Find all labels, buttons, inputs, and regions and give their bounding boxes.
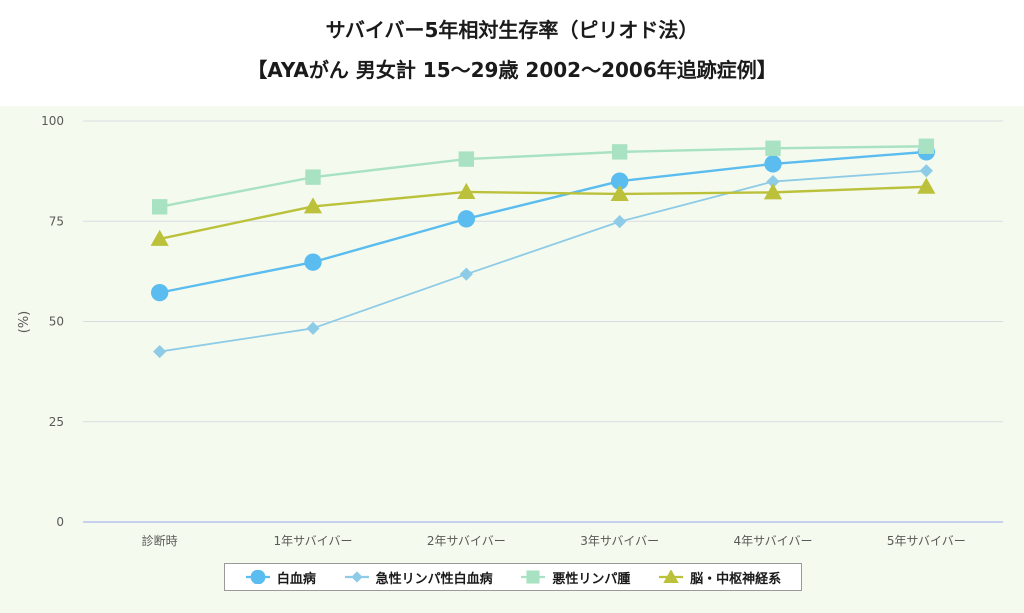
legend-swatch [344, 571, 369, 583]
x-tick-label: 3年サバイバー [580, 534, 659, 548]
data-point [919, 164, 933, 178]
y-tick-label: 0 [56, 515, 64, 529]
data-point [303, 197, 323, 214]
y-tick-label: 25 [49, 415, 64, 429]
data-point [305, 169, 321, 185]
legend-item-1: 白血病 [245, 568, 316, 587]
legend-marker [350, 571, 363, 583]
x-tick-label: 診断時 [142, 533, 178, 548]
y-tick-label: 75 [49, 214, 64, 228]
x-tick-label: 2年サバイバー [427, 534, 506, 548]
data-point [613, 215, 627, 229]
legend-label: 白血病 [276, 571, 316, 587]
series-line [159, 150, 927, 294]
y-axis-title: (%) [17, 311, 32, 334]
data-point [765, 140, 781, 156]
legend-item-3: 悪性リンパ腫 [520, 568, 630, 587]
series-line [159, 145, 927, 208]
data-point [457, 182, 476, 199]
data-point [458, 151, 475, 167]
data-point [766, 174, 780, 189]
data-point [917, 177, 936, 194]
legend-item-2: 急性リンパ性白血病 [344, 568, 493, 587]
data-point [457, 210, 476, 228]
legend-swatch [245, 570, 270, 584]
legend-marker [663, 570, 679, 583]
data-point [610, 184, 629, 201]
legend-swatch [659, 570, 684, 583]
series-4 [150, 177, 936, 246]
legend-swatch [521, 570, 546, 584]
series-2 [153, 164, 933, 359]
legend-marker [526, 570, 540, 584]
x-tick-label: 4年サバイバー [734, 534, 813, 548]
data-point [304, 253, 322, 271]
data-point [763, 183, 783, 200]
legend-item-4: 脳・中枢神経系 [658, 568, 781, 587]
y-tick-label: 100 [41, 114, 64, 128]
series-1 [150, 143, 936, 302]
legend-marker [250, 570, 266, 584]
data-point [610, 172, 629, 190]
data-point [150, 229, 169, 246]
series-line [159, 185, 927, 241]
series-3 [151, 138, 935, 215]
chart-legend: 白血病 急性リンパ性白血病 悪性リンパ腫 脳・中枢神経系 [224, 563, 802, 591]
data-point [764, 155, 782, 173]
series [150, 138, 936, 359]
data-point [153, 344, 167, 359]
legend-label: 脳・中枢神経系 [690, 571, 782, 587]
axes: 0 25 50 75 100 診断時 1年サバイバー 2年サバイバー 3年サバイバー 4年サバイバ… [41, 114, 1003, 548]
data-point [611, 144, 628, 160]
y-tick-label: 50 [49, 315, 64, 329]
data-point [150, 283, 169, 302]
data-point [306, 321, 320, 335]
data-point [459, 267, 473, 281]
chart-title-line-1: サバイバー5年相対生存率（ピリオド法） [325, 18, 699, 42]
series-line [159, 169, 927, 353]
x-tick-label: 5年サバイバー [887, 534, 966, 548]
x-tick-label: 1年サバイバー [274, 534, 353, 548]
data-point [151, 199, 168, 215]
chart-title-line-2: 【AYAがん 男女計 15〜29歳 2002〜2006年追跡症例】 [247, 58, 777, 82]
gridlines [83, 120, 1003, 423]
legend-label: 急性リンパ性白血病 [375, 571, 493, 587]
data-point [918, 138, 935, 154]
legend-label: 悪性リンパ腫 [552, 571, 631, 587]
